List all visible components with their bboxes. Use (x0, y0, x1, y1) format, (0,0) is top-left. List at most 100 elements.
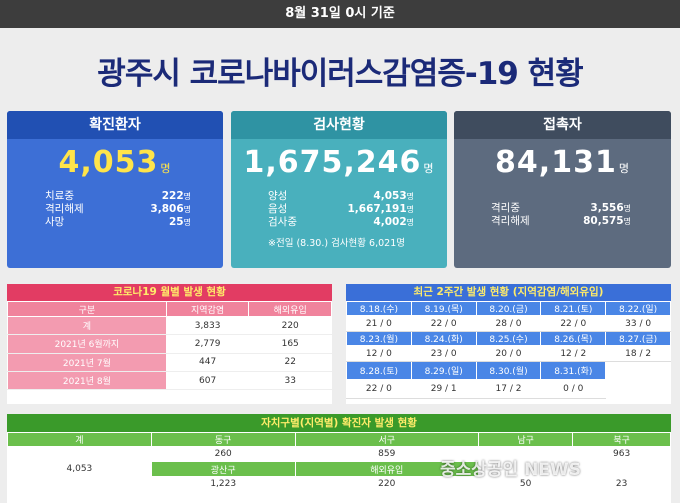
district-table: 계 동구 서구 남구 북구 4,053 260 859 963 광산구 해외유입… (7, 432, 671, 492)
tests-breakdown: 양성 4,053명 음성 1,667,191명 검사중 4,002명 (268, 190, 414, 229)
tests-card-title: 검사현황 (231, 111, 447, 139)
value-cell: 20 / 0 (475, 345, 542, 362)
date-cell: 8.18.(수) (346, 301, 412, 316)
table-cell: 3,833 (165, 315, 250, 336)
row-unit: 명 (183, 192, 191, 201)
table-cell: 220 (248, 315, 332, 336)
news-watermark: 중소상공인 NEWS (440, 460, 581, 480)
empty-cell (605, 379, 671, 399)
contacts-total-value: 84,131 (495, 145, 617, 180)
row-value: 1,667,191 (347, 203, 407, 215)
date-cell: 8.31.(화) (540, 360, 607, 381)
column-header: 서구 (294, 432, 479, 447)
contacts-total-unit: 명 (618, 162, 630, 175)
row-label: 치료중 (45, 190, 74, 202)
date-banner: 8월 31일 0시 기준 (0, 0, 680, 28)
district-panel: 자치구별(지역별) 확진자 발생 현황 계 동구 서구 남구 북구 4,053 … (7, 414, 671, 503)
date-cell: 8.19.(목) (410, 301, 477, 316)
breakdown-row: 음성 1,667,191명 (268, 203, 414, 216)
date-row: 8.18.(수) 8.19.(목) 8.20.(금) 8.21.(토) 8.22… (346, 301, 671, 316)
row-unit: 명 (406, 192, 414, 201)
table-cell: 2,779 (165, 334, 250, 354)
row-label: 사망 (45, 216, 65, 228)
value-cell: 17 / 2 (475, 379, 542, 399)
breakdown-row: 양성 4,053명 (268, 190, 414, 203)
column-header: 광산구 (150, 461, 296, 477)
date-cell: 8.24.(화) (410, 331, 477, 346)
district-title: 자치구별(지역별) 확진자 발생 현황 (7, 414, 671, 432)
value-cell: 22 / 0 (410, 315, 477, 332)
row-unit: 명 (183, 218, 191, 227)
breakdown-row: 격리해제 80,575명 (491, 215, 631, 228)
district-value-row: 4,053 260 859 963 (7, 446, 671, 492)
row-value: 25 (169, 216, 184, 228)
column-header: 해외유입 (248, 301, 332, 317)
empty-cell (605, 360, 671, 381)
table-cell: 859 (294, 446, 479, 462)
value-cell: 29 / 1 (410, 379, 477, 399)
table-cell (477, 446, 574, 462)
date-cell: 8.22.(일) (605, 301, 671, 316)
date-cell: 8.25.(수) (475, 331, 542, 346)
table-cell: 23 (572, 476, 671, 492)
tests-note: ※전일 (8.30.) 검사현황 6,021명 (268, 238, 405, 249)
confirmed-card: 확진환자 4,053 명 치료중 222명 격리해제 3,806명 사망 25명 (7, 111, 223, 268)
page-title: 광주시 코로나바이러스감염증-19 현황 (97, 56, 583, 92)
row-label: 2021년 6월까지 (7, 334, 167, 354)
row-unit: 명 (623, 217, 631, 226)
date-row: 8.28.(토) 8.29.(일) 8.30.(월) 8.31.(화) (346, 360, 671, 381)
district-header-row: 계 동구 서구 남구 북구 (7, 432, 671, 447)
date-cell: 8.23.(월) (346, 331, 412, 346)
value-row: 12 / 0 23 / 0 20 / 0 12 / 2 18 / 2 (346, 345, 671, 362)
monthly-panel: 코로나19 월별 발생 현황 구분 지역감염 해외유입 계 3,833 220 20… (7, 284, 332, 404)
row-value: 222 (161, 190, 184, 202)
contacts-total: 84,131 명 (454, 145, 671, 180)
date-cell: 8.20.(금) (475, 301, 542, 316)
empty-cell (572, 461, 671, 477)
row-value: 3,806 (150, 203, 184, 215)
row-label: 검사중 (268, 216, 297, 228)
table-cell: 165 (248, 334, 332, 354)
recent-table: 8.18.(수) 8.19.(목) 8.20.(금) 8.21.(토) 8.22… (346, 301, 671, 399)
value-row: 22 / 0 29 / 1 17 / 2 0 / 0 (346, 379, 671, 399)
district-value-row: 1,223 220 50 23 (8, 476, 671, 492)
date-cell: 8.21.(토) (540, 301, 607, 316)
breakdown-row: 사망 25명 (45, 216, 191, 229)
row-label: 2021년 8월 (7, 370, 167, 391)
column-header: 지역감염 (165, 301, 250, 317)
value-cell: 12 / 0 (346, 345, 412, 362)
row-label: 2021년 7월 (7, 352, 167, 372)
row-label: 양성 (268, 190, 288, 202)
recent-title: 최근 2주간 발생 현황 (지역감염/해외유입) (346, 284, 671, 301)
value-cell: 21 / 0 (346, 315, 412, 332)
row-label: 계 (7, 315, 167, 336)
table-row: 계 3,833 220 (7, 315, 332, 336)
date-cell: 8.28.(토) (346, 360, 412, 381)
row-value: 3,556 (590, 202, 624, 214)
table-cell: 447 (165, 352, 250, 372)
row-label: 격리중 (491, 202, 520, 214)
confirmed-total-value: 4,053 (58, 145, 159, 180)
total-header: 계 (7, 432, 152, 447)
table-cell: 607 (165, 370, 250, 391)
breakdown-row: 격리해제 3,806명 (45, 203, 191, 216)
confirmed-breakdown: 치료중 222명 격리해제 3,806명 사망 25명 (45, 190, 191, 229)
table-cell: 22 (248, 352, 332, 372)
date-row: 8.23.(월) 8.24.(화) 8.25.(수) 8.26.(목) 8.27… (346, 331, 671, 346)
row-value: 4,002 (373, 216, 407, 228)
row-unit: 명 (406, 205, 414, 214)
row-value: 4,053 (373, 190, 407, 202)
row-label: 음성 (268, 203, 288, 215)
monthly-title: 코로나19 월별 발생 현황 (7, 284, 332, 301)
table-cell: 50 (477, 476, 574, 492)
value-row: 21 / 0 22 / 0 28 / 0 22 / 0 33 / 0 (346, 315, 671, 332)
tests-total-unit: 명 (423, 162, 435, 175)
total-value: 4,053 (7, 446, 152, 492)
table-header-row: 구분 지역감염 해외유입 (7, 301, 332, 317)
column-header: 남구 (477, 432, 574, 447)
tests-card: 검사현황 1,675,246 명 양성 4,053명 음성 1,667,191명 검사… (231, 111, 447, 268)
recent-panel: 최근 2주간 발생 현황 (지역감염/해외유입) 8.18.(수) 8.19.(… (346, 284, 671, 404)
confirmed-total: 4,053 명 (7, 145, 223, 180)
value-cell: 0 / 0 (540, 379, 607, 399)
value-cell: 12 / 2 (540, 345, 607, 362)
